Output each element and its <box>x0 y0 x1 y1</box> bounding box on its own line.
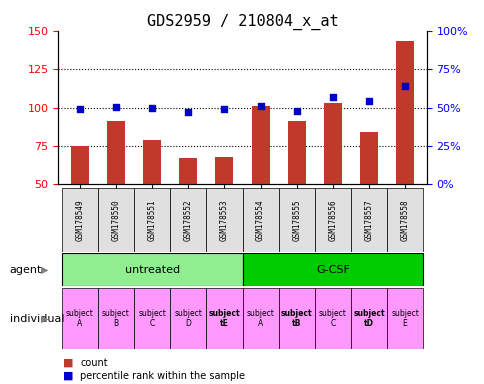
Point <box>220 106 228 112</box>
FancyBboxPatch shape <box>314 288 350 349</box>
Text: subject
E: subject E <box>391 309 418 328</box>
FancyBboxPatch shape <box>206 288 242 349</box>
FancyBboxPatch shape <box>170 288 206 349</box>
Point <box>256 103 264 109</box>
FancyBboxPatch shape <box>242 288 278 349</box>
Text: GSM178557: GSM178557 <box>364 199 373 241</box>
Text: GSM178550: GSM178550 <box>111 199 120 241</box>
FancyBboxPatch shape <box>98 288 134 349</box>
FancyBboxPatch shape <box>206 188 242 252</box>
Point <box>148 104 156 111</box>
FancyBboxPatch shape <box>242 188 278 252</box>
Point <box>112 104 120 110</box>
Point <box>328 94 336 100</box>
Text: GSM178554: GSM178554 <box>256 199 265 241</box>
Text: ■: ■ <box>63 371 74 381</box>
Text: ▶: ▶ <box>41 314 48 324</box>
Text: ▶: ▶ <box>41 265 48 275</box>
FancyBboxPatch shape <box>170 188 206 252</box>
FancyBboxPatch shape <box>61 188 98 252</box>
Text: subject
C: subject C <box>318 309 346 328</box>
FancyBboxPatch shape <box>278 288 314 349</box>
FancyBboxPatch shape <box>386 188 423 252</box>
Text: subject
tD: subject tD <box>352 309 384 328</box>
FancyBboxPatch shape <box>134 288 170 349</box>
Bar <box>323 103 341 184</box>
Text: subject
A: subject A <box>66 309 93 328</box>
Text: subject
D: subject D <box>174 309 202 328</box>
Bar <box>143 140 161 184</box>
Text: count: count <box>80 358 107 368</box>
FancyBboxPatch shape <box>98 188 134 252</box>
Point <box>292 108 300 114</box>
FancyBboxPatch shape <box>386 288 423 349</box>
Text: G-CSF: G-CSF <box>315 265 349 275</box>
Text: individual: individual <box>10 314 64 324</box>
Bar <box>71 146 89 184</box>
Text: GSM178556: GSM178556 <box>328 199 337 241</box>
Text: GSM178553: GSM178553 <box>219 199 228 241</box>
FancyBboxPatch shape <box>242 253 423 286</box>
Text: GSM178549: GSM178549 <box>75 199 84 241</box>
Bar <box>395 41 413 184</box>
FancyBboxPatch shape <box>314 188 350 252</box>
Text: agent: agent <box>10 265 42 275</box>
Text: untreated: untreated <box>124 265 180 275</box>
Text: GSM178551: GSM178551 <box>147 199 156 241</box>
Point <box>364 98 372 104</box>
Bar <box>359 132 377 184</box>
Bar <box>215 157 233 184</box>
Text: subject
tB: subject tB <box>280 309 312 328</box>
Bar <box>179 158 197 184</box>
FancyBboxPatch shape <box>134 188 170 252</box>
Bar <box>107 121 125 184</box>
Text: subject
B: subject B <box>102 309 130 328</box>
Text: subject
C: subject C <box>138 309 166 328</box>
Text: GSM178558: GSM178558 <box>400 199 409 241</box>
Text: percentile rank within the sample: percentile rank within the sample <box>80 371 244 381</box>
FancyBboxPatch shape <box>61 288 98 349</box>
Text: subject
tE: subject tE <box>208 309 240 328</box>
FancyBboxPatch shape <box>350 288 386 349</box>
FancyBboxPatch shape <box>350 188 386 252</box>
Point <box>76 106 84 112</box>
Bar <box>251 106 269 184</box>
FancyBboxPatch shape <box>278 188 314 252</box>
Point <box>400 83 408 89</box>
Text: GSM178552: GSM178552 <box>183 199 193 241</box>
Bar <box>287 121 305 184</box>
Text: ■: ■ <box>63 358 74 368</box>
Text: subject
A: subject A <box>246 309 274 328</box>
Point <box>184 109 192 115</box>
Text: GDS2959 / 210804_x_at: GDS2959 / 210804_x_at <box>146 13 338 30</box>
FancyBboxPatch shape <box>61 253 242 286</box>
Text: GSM178555: GSM178555 <box>291 199 301 241</box>
